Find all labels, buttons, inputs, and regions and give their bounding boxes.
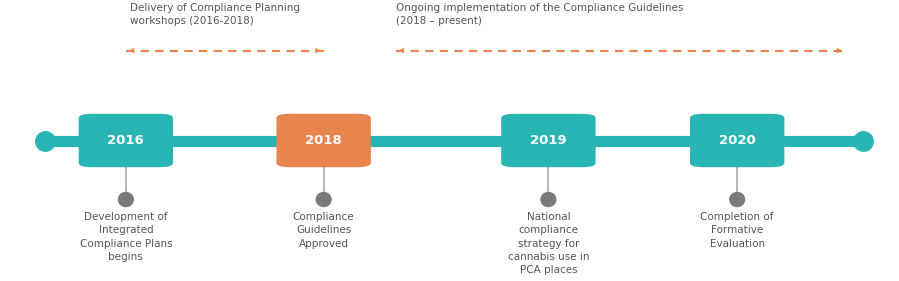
Text: 2018: 2018	[306, 134, 342, 147]
Text: Ongoing implementation of the Compliance Guidelines
(2018 – present): Ongoing implementation of the Compliance…	[396, 3, 683, 26]
Ellipse shape	[118, 192, 134, 207]
Text: 2019: 2019	[530, 134, 566, 147]
Ellipse shape	[729, 192, 745, 207]
FancyBboxPatch shape	[277, 114, 370, 167]
Text: 2016: 2016	[108, 134, 144, 147]
Text: Compliance
Guidelines
Approved: Compliance Guidelines Approved	[293, 212, 354, 249]
FancyBboxPatch shape	[690, 114, 784, 167]
Text: 2020: 2020	[719, 134, 755, 147]
Text: National
compliance
strategy for
cannabis use in
PCA places: National compliance strategy for cannabi…	[508, 212, 589, 275]
Text: Development of
Integrated
Compliance Plans
begins: Development of Integrated Compliance Pla…	[79, 212, 173, 262]
Text: Completion of
Formative
Evaluation: Completion of Formative Evaluation	[700, 212, 774, 249]
Ellipse shape	[540, 192, 556, 207]
Text: Delivery of Compliance Planning
workshops (2016-2018): Delivery of Compliance Planning workshop…	[130, 3, 300, 26]
FancyBboxPatch shape	[79, 114, 173, 167]
Ellipse shape	[316, 192, 332, 207]
FancyBboxPatch shape	[502, 114, 595, 167]
